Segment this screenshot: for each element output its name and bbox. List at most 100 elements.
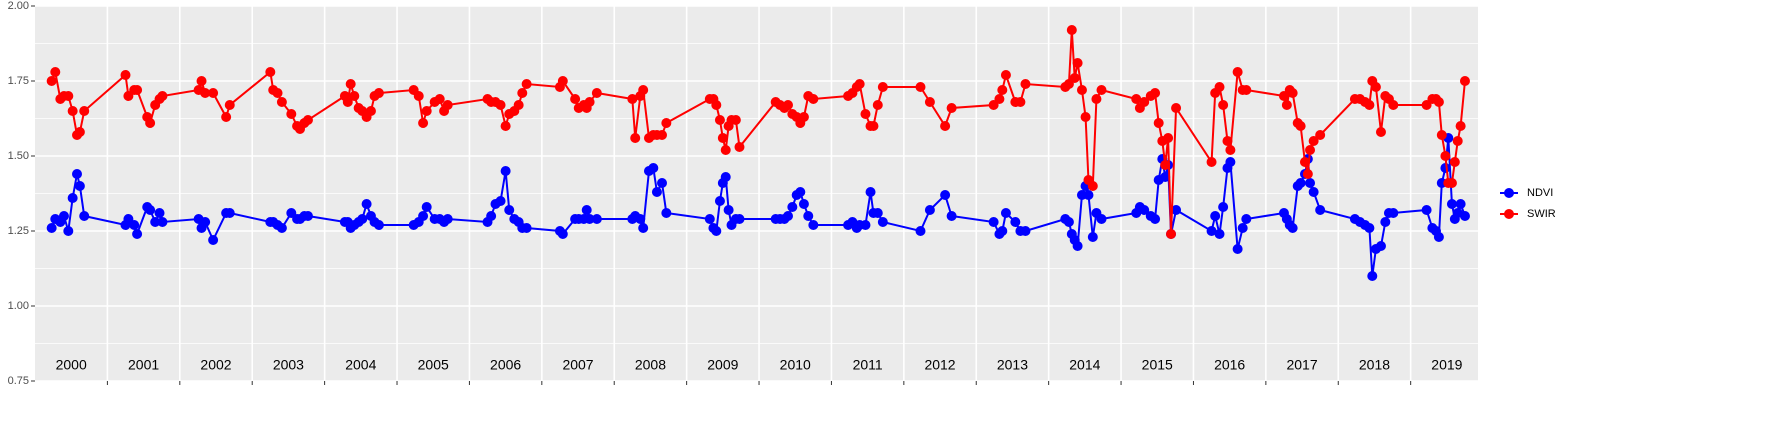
- data-point: [486, 211, 497, 221]
- data-point: [868, 121, 879, 131]
- data-point: [1010, 217, 1021, 227]
- data-point: [272, 88, 283, 98]
- year-label: 2009: [707, 357, 738, 373]
- data-point: [67, 106, 78, 116]
- data-point: [200, 88, 211, 98]
- data-point: [872, 208, 883, 218]
- data-point: [1171, 205, 1182, 215]
- data-point: [1440, 151, 1451, 161]
- year-label: 2008: [635, 357, 666, 373]
- data-point: [132, 85, 143, 95]
- data-point: [208, 88, 219, 98]
- data-point: [782, 100, 793, 110]
- year-label: 2011: [853, 357, 883, 373]
- year-label: 2016: [1214, 357, 1245, 373]
- data-point: [711, 226, 722, 236]
- year-label: 2017: [1286, 357, 1317, 373]
- year-label: 2003: [273, 357, 304, 373]
- y-tick-label: 0.75: [8, 375, 29, 387]
- data-point: [940, 190, 951, 200]
- legend-key-point: [1504, 188, 1514, 198]
- data-point: [717, 133, 728, 143]
- data-point: [1069, 73, 1080, 83]
- data-point: [1295, 178, 1306, 188]
- data-point: [798, 112, 809, 122]
- data-point: [808, 220, 819, 230]
- plot-layer: 0.75 1.00 1.25 1.50 1.75 2.00 2000 2001 2002 2003…: [8, 0, 1556, 387]
- data-point: [286, 109, 297, 119]
- y-tick-label: 1.25: [8, 225, 29, 237]
- data-point: [224, 100, 235, 110]
- year-label: 2013: [997, 357, 1028, 373]
- data-point: [557, 76, 568, 86]
- data-point: [877, 217, 888, 227]
- data-point: [1232, 67, 1243, 77]
- data-point: [150, 217, 161, 227]
- legend-label: SWIR: [1527, 208, 1556, 220]
- year-label: 2007: [562, 357, 593, 373]
- data-point: [500, 121, 511, 131]
- data-point: [638, 223, 649, 233]
- data-point: [584, 214, 595, 224]
- data-point: [1072, 58, 1083, 68]
- y-tick-label: 2.00: [8, 0, 29, 12]
- data-point: [570, 94, 581, 104]
- data-point: [877, 82, 888, 92]
- data-point: [734, 142, 745, 152]
- data-point: [421, 202, 432, 212]
- data-point: [1446, 199, 1457, 209]
- data-point: [208, 235, 219, 245]
- data-point: [345, 79, 356, 89]
- data-point: [513, 100, 524, 110]
- data-point: [714, 196, 725, 206]
- data-point: [265, 67, 276, 77]
- data-point: [557, 229, 568, 239]
- data-point: [46, 223, 57, 233]
- data-point: [1096, 85, 1107, 95]
- data-point: [357, 214, 368, 224]
- data-point: [1218, 202, 1229, 212]
- data-point: [581, 205, 592, 215]
- data-point: [795, 187, 806, 197]
- data-point: [361, 199, 372, 209]
- data-point: [221, 112, 232, 122]
- data-point: [1218, 100, 1229, 110]
- data-point: [500, 166, 511, 176]
- year-label: 2001: [128, 357, 159, 373]
- data-point: [1305, 178, 1316, 188]
- data-point: [714, 115, 725, 125]
- data-point: [1160, 160, 1171, 170]
- data-point: [1091, 94, 1102, 104]
- data-point: [365, 106, 376, 116]
- data-point: [1163, 133, 1174, 143]
- data-point: [442, 214, 453, 224]
- year-label: 2004: [345, 357, 376, 373]
- data-point: [1000, 208, 1011, 218]
- data-point: [1281, 100, 1292, 110]
- data-point: [200, 217, 211, 227]
- data-point: [1421, 205, 1432, 215]
- data-point: [1131, 94, 1142, 104]
- data-point: [58, 211, 69, 221]
- data-point: [1459, 211, 1470, 221]
- data-point: [1020, 79, 1031, 89]
- data-point: [1449, 157, 1460, 167]
- data-point: [1072, 241, 1083, 251]
- data-point: [1087, 232, 1098, 242]
- data-point: [730, 115, 741, 125]
- data-point: [1305, 145, 1316, 155]
- year-label: 2014: [1069, 357, 1100, 373]
- data-point: [1308, 136, 1319, 146]
- data-point: [1241, 214, 1252, 224]
- year-label: 2018: [1359, 357, 1390, 373]
- data-point: [723, 205, 734, 215]
- data-point: [940, 121, 951, 131]
- data-point: [924, 205, 935, 215]
- data-point: [946, 103, 957, 113]
- data-point: [1087, 181, 1098, 191]
- data-point: [349, 91, 360, 101]
- year-label: 2005: [418, 357, 449, 373]
- data-point: [418, 211, 429, 221]
- data-point: [591, 88, 602, 98]
- data-point: [865, 187, 876, 197]
